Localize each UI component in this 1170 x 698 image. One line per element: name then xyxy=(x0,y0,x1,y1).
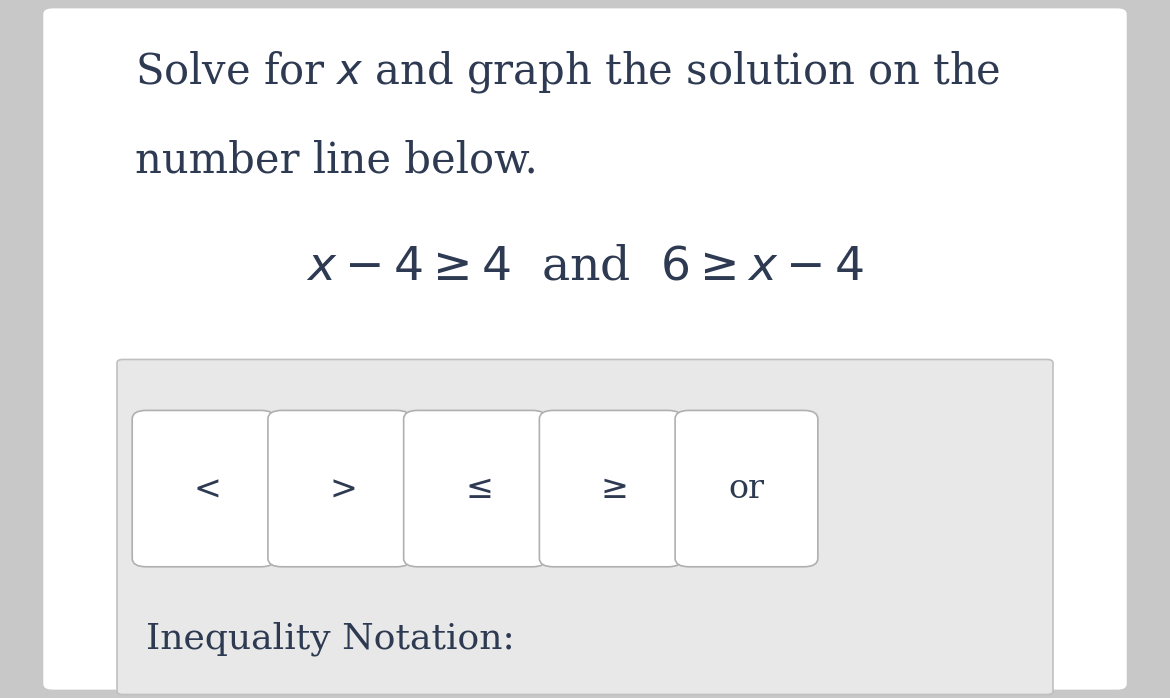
Text: number line below.: number line below. xyxy=(135,140,537,181)
Text: $>$: $>$ xyxy=(323,473,356,505)
FancyBboxPatch shape xyxy=(675,410,818,567)
FancyBboxPatch shape xyxy=(268,410,411,567)
FancyBboxPatch shape xyxy=(117,359,1053,695)
Text: Inequality Notation:: Inequality Notation: xyxy=(146,621,515,655)
Text: Solve for $x$ and graph the solution on the: Solve for $x$ and graph the solution on … xyxy=(135,49,1000,95)
Text: $\geq$: $\geq$ xyxy=(594,473,627,505)
Text: $x - 4 \geq 4$  and  $6 \geq x - 4$: $x - 4 \geq 4$ and $6 \geq x - 4$ xyxy=(307,244,863,290)
Text: $<$: $<$ xyxy=(187,473,220,505)
FancyBboxPatch shape xyxy=(43,8,1127,690)
Text: or: or xyxy=(729,473,764,505)
Text: $\leq$: $\leq$ xyxy=(459,473,491,505)
FancyBboxPatch shape xyxy=(404,410,546,567)
FancyBboxPatch shape xyxy=(132,410,275,567)
FancyBboxPatch shape xyxy=(539,410,682,567)
